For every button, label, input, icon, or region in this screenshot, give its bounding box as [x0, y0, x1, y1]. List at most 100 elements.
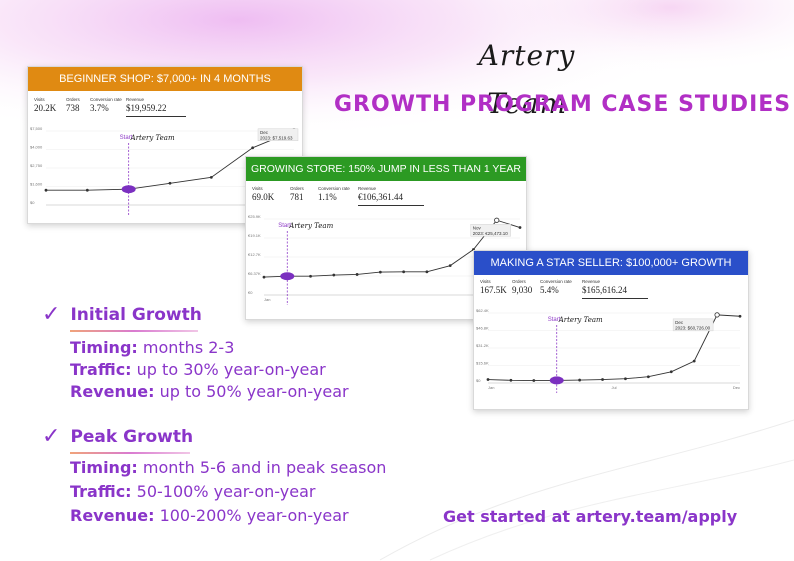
page-title: GROWTH PROGRAM CASE STUDIES: [334, 92, 792, 117]
section-title: Peak Growth: [70, 427, 194, 447]
stat-conversion-rate: Conversion rate 3.7%: [90, 97, 122, 113]
start-brand-label: Artery Team: [558, 316, 603, 324]
x-tick-label: Dec: [733, 385, 740, 390]
series-line: [263, 219, 521, 278]
y-tick-label: $1,600: [30, 182, 43, 187]
stat-orders: Orders 9,030: [512, 279, 533, 295]
stat-conversion-rate: Conversion rate 5.4%: [540, 279, 572, 295]
timing-line: Timing: months 2-3: [70, 338, 235, 357]
tooltip-line1: Dec: [675, 320, 684, 325]
y-tick-label: $46.8K: [476, 326, 489, 331]
section-title: Initial Growth: [70, 305, 202, 325]
start-brand-label: Artery Team: [130, 134, 175, 142]
y-tick-label: €6.37K: [248, 271, 261, 276]
start-label: Start: [278, 223, 291, 229]
card-header: MAKING A STAR SELLER: $100,000+ GROWTH: [474, 251, 748, 275]
revenue-line: Revenue: 100-200% year-on-year: [70, 506, 349, 525]
title-underline: [70, 452, 190, 454]
case-study-card-star-seller: MAKING A STAR SELLER: $100,000+ GROWTH V…: [473, 250, 749, 410]
data-point: [209, 175, 213, 179]
y-tick-label: $31.2K: [476, 343, 489, 348]
y-tick-label: $0: [30, 200, 35, 205]
data-point: [402, 270, 406, 274]
tooltip-line2: 2023: $7,519.63: [260, 135, 293, 140]
data-point: [309, 274, 312, 278]
stat-revenue: Revenue €106,361.44: [358, 186, 424, 206]
line-chart: $62.4K $46.8K $31.2K $15.6K $0 Jan Jul Dec Start…: [476, 308, 742, 393]
brand-logo: Artery Team: [478, 39, 576, 120]
data-point: [262, 275, 266, 279]
x-tick-label: Jan: [264, 297, 270, 302]
data-point: [355, 273, 359, 276]
start-brand-label: Artery Team: [288, 222, 333, 230]
stat-orders: Orders 738: [66, 97, 80, 113]
y-tick-label: €0: [248, 290, 253, 295]
y-tick-label: $7,500: [30, 126, 43, 131]
data-point: [624, 377, 627, 381]
data-point: [509, 378, 513, 382]
y-tick-label: €12.7K: [248, 252, 261, 257]
start-label: Start: [548, 317, 561, 323]
y-tick-label: $2,750: [30, 163, 43, 168]
traffic-line: Traffic: up to 30% year-on-year: [70, 360, 326, 379]
data-point: [532, 379, 536, 382]
card-header: BEGINNER SHOP: $7,000+ IN 4 MONTHS: [28, 67, 302, 91]
y-tick-label: $15.6K: [476, 361, 489, 366]
case-study-card-beginner: BEGINNER SHOP: $7,000+ IN 4 MONTHS Visit…: [27, 66, 303, 224]
section-initial-growth: ✓ Initial Growth Timing: months 2-3 Traf…: [42, 304, 402, 404]
cta-link[interactable]: Get started at artery.team/apply: [443, 507, 738, 526]
start-point: [549, 376, 564, 385]
tooltip-line1: Dec: [260, 130, 269, 135]
start-point: [280, 272, 295, 281]
data-point: [646, 375, 650, 379]
line-chart: €25.9K €19.1K €12.7K €6.37K €0 Jan StartArtery…: [248, 214, 522, 305]
revenue-line: Revenue: up to 50% year-on-year: [70, 382, 349, 401]
data-point: [578, 378, 582, 382]
data-point: [601, 378, 604, 381]
y-tick-label: $62.4K: [476, 308, 489, 313]
stat-visits: Visits 69.0K: [252, 186, 275, 202]
card-header: GROWING STORE: 150% JUMP IN LESS THAN 1 …: [246, 157, 526, 181]
data-point: [251, 146, 255, 150]
stat-visits: Visits 20.2K: [34, 97, 57, 113]
data-point: [448, 264, 452, 268]
data-point: [85, 188, 89, 192]
check-icon: ✓: [42, 302, 61, 327]
data-point: [692, 359, 696, 363]
start-label: Start: [120, 135, 133, 141]
data-point: [378, 270, 382, 274]
tooltip-box: [470, 224, 511, 237]
series-line: [487, 314, 741, 381]
stat-revenue: Revenue $165,616.24: [582, 279, 648, 299]
tooltip-box: [672, 318, 714, 332]
tooltip-box: [257, 128, 299, 142]
traffic-line: Traffic: 50-100% year-on-year: [70, 482, 316, 501]
tooltip-line2: 2023: $60,726.00: [675, 325, 711, 330]
title-underline: [70, 330, 198, 332]
x-tick-label: Jul: [611, 385, 616, 390]
tooltip-line1: Nov: [473, 225, 482, 230]
y-tick-label: $0: [476, 378, 481, 383]
y-tick-label: €19.1K: [248, 233, 261, 238]
case-study-card-growing: GROWING STORE: 150% JUMP IN LESS THAN 1 …: [245, 156, 527, 320]
start-point: [121, 185, 136, 194]
data-point: [332, 273, 336, 277]
timing-line: Timing: month 5-6 and in peak season: [70, 458, 387, 477]
y-tick-label: $4,000: [30, 145, 43, 150]
data-point: [714, 312, 720, 318]
x-tick-label: Jan: [488, 385, 494, 390]
data-point: [494, 217, 500, 223]
data-point: [425, 270, 429, 274]
data-point: [669, 370, 673, 374]
data-point: [738, 314, 742, 318]
y-tick-label: €25.9K: [248, 214, 261, 219]
data-point: [44, 188, 48, 192]
data-point: [168, 181, 172, 185]
stat-revenue: Revenue $19,959.22: [126, 97, 186, 117]
section-peak-growth: ✓ Peak Growth Timing: month 5-6 and in p…: [42, 426, 422, 526]
data-point: [486, 378, 490, 381]
check-icon: ✓: [42, 424, 61, 449]
stat-conversion-rate: Conversion rate 1.1%: [318, 186, 350, 202]
data-point: [518, 226, 522, 229]
stat-visits: Visits 167.5K: [480, 279, 507, 295]
